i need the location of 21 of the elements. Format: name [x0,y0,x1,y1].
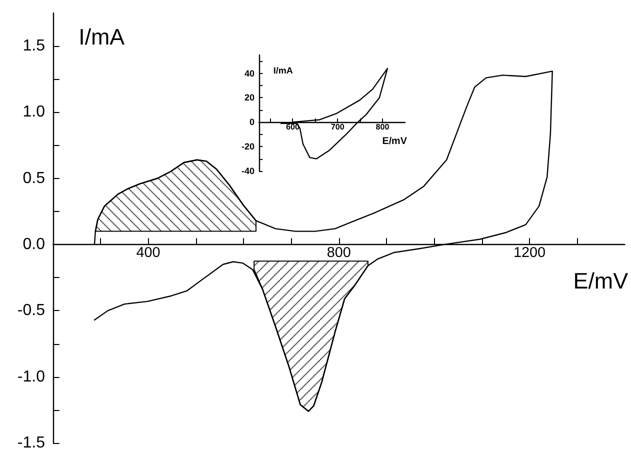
y-tick-label: 0 [249,117,254,128]
y-tick-label: 0.5 [22,170,46,187]
y-tick-label: 40 [244,68,254,78]
y-axis-title: I/mA [273,65,294,76]
x-tick-label: 800 [376,122,390,132]
y-tick-label: -1.5 [17,434,46,452]
y-tick-label: 0.0 [22,236,46,254]
y-tick-label: -1.0 [17,368,46,386]
x-tick-label: 1200 [513,245,546,262]
y-axis-title: I/mA [78,24,125,50]
y-tick-label: -40 [241,166,254,176]
x-axis-title: E/mV [573,268,628,294]
y-tick-label: 1.0 [22,104,46,121]
y-tick-label: -0.5 [17,302,46,320]
x-axis-title: E/mV [382,136,408,148]
y-tick-label: 20 [244,92,254,103]
y-tick-label: 1.5 [22,38,46,55]
x-tick-label: 700 [330,122,345,132]
x-tick-label: 800 [326,245,351,262]
x-tick-label: 400 [136,245,160,262]
y-tick-label: -20 [241,142,254,152]
